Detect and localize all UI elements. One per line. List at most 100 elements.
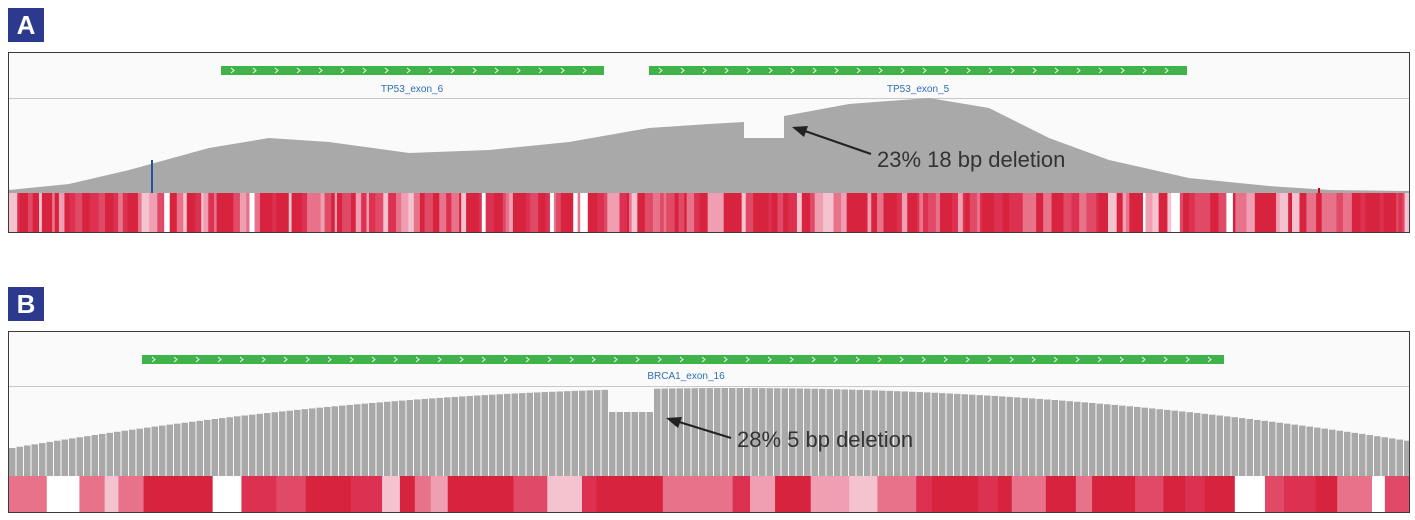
coverage-bar	[886, 390, 893, 476]
heatmap-stripe	[982, 193, 990, 232]
heatmap-stripe	[666, 193, 676, 232]
coverage-bar	[451, 396, 458, 476]
heatmap-stripe	[699, 193, 706, 232]
heatmap-stripe	[105, 193, 114, 232]
panel-b-badge: B	[8, 287, 44, 321]
heatmap-stripe	[149, 193, 158, 232]
heatmap-stripe	[164, 193, 171, 232]
heatmap-stripe	[478, 193, 483, 232]
heatmap-stripe	[530, 193, 539, 232]
coverage-bar	[1149, 408, 1156, 476]
coverage-bar	[346, 404, 353, 476]
strand-arrow-icon	[1076, 67, 1081, 74]
heatmap-stripe	[1306, 193, 1312, 232]
coverage-bar	[1246, 418, 1253, 476]
heatmap-stripe	[430, 476, 449, 512]
heatmap-stripe	[1396, 193, 1399, 232]
coverage-bar	[1036, 398, 1043, 476]
strand-arrow-icon	[1164, 67, 1169, 74]
coverage-bar	[421, 398, 428, 476]
heatmap-stripe	[104, 476, 119, 512]
heatmap-stripe	[351, 193, 357, 232]
heatmap-stripe	[466, 193, 473, 232]
heatmap-stripe	[162, 476, 183, 512]
heatmap-stripe	[195, 193, 202, 232]
panel-a-badge: A	[8, 8, 44, 42]
heatmap-stripe	[1360, 193, 1366, 232]
coverage-bar	[511, 393, 518, 476]
coverage-bar	[1104, 404, 1111, 476]
heatmap-stripe	[723, 193, 729, 232]
heatmap-stripe	[9, 476, 48, 512]
coverage-bar	[519, 393, 526, 476]
coverage-bar	[1089, 403, 1096, 476]
strand-arrow-icon	[406, 67, 411, 74]
heatmap-stripe	[1129, 193, 1136, 232]
exon-bar-tp53-6[interactable]	[221, 66, 604, 75]
heatmap-stripe	[1036, 193, 1044, 232]
strand-arrow-icon	[900, 67, 905, 74]
coverage-bar	[241, 415, 248, 476]
heatmap-stripe	[28, 193, 34, 232]
coverage-bar	[661, 388, 668, 476]
heatmap-stripe	[1102, 193, 1109, 232]
coverage-bar	[556, 391, 563, 476]
heatmap-stripe	[640, 193, 646, 232]
coverage-bar	[61, 439, 68, 476]
heatmap-stripe	[597, 193, 605, 232]
strand-arrow-icon	[305, 356, 310, 363]
heatmap-stripe	[1051, 193, 1061, 232]
heatmap-stripe	[1192, 193, 1196, 232]
heatmap-stripe	[518, 193, 527, 232]
heatmap-stripe	[1383, 193, 1389, 232]
coverage-bar	[1336, 430, 1343, 476]
strand-arrow-icon	[1031, 356, 1036, 363]
exon-bar-tp53-5[interactable]	[649, 66, 1187, 75]
heatmap-stripe	[1218, 193, 1227, 232]
heatmap-stripe	[1384, 476, 1409, 512]
coverage-bar	[1029, 398, 1036, 476]
coverage-bar	[766, 388, 773, 476]
heatmap-stripe	[545, 193, 551, 232]
heatmap-stripe	[1321, 193, 1330, 232]
strand-arrow-icon	[922, 67, 927, 74]
heatmap-stripe	[1328, 193, 1337, 232]
coverage-bar	[931, 392, 938, 476]
coverage-track-b	[9, 388, 1409, 476]
heatmap-stripe	[914, 193, 918, 232]
strand-arrow-icon	[921, 356, 926, 363]
heatmap-stripe	[494, 193, 504, 232]
coverage-bar	[894, 391, 901, 476]
heatmap-stripe	[923, 193, 929, 232]
heatmap-stripe	[695, 476, 718, 512]
heatmap-stripe	[637, 193, 642, 232]
coverage-bar	[159, 425, 166, 476]
coverage-bar	[594, 390, 601, 476]
heatmap-stripe	[1092, 476, 1109, 512]
heatmap-stripe	[241, 476, 277, 512]
coverage-bar	[1074, 401, 1081, 476]
heatmap-stripe	[573, 193, 579, 232]
heatmap-stripe	[41, 193, 48, 232]
coverage-bar	[54, 440, 61, 476]
coverage-bar	[496, 394, 503, 476]
strand-arrow-icon	[1119, 356, 1124, 363]
strand-arrow-icon	[230, 67, 235, 74]
coverage-bar	[46, 441, 53, 476]
heatmap-stripe	[513, 476, 548, 512]
coverage-bar	[1051, 400, 1058, 476]
coverage-bar	[751, 388, 758, 476]
coverage-bar	[181, 422, 188, 476]
heatmap-stripe	[1116, 193, 1124, 232]
heatmap-stripe	[619, 193, 628, 232]
heatmap-stripe	[581, 476, 597, 512]
coverage-bar	[339, 405, 346, 476]
variant-marker-red	[1318, 188, 1320, 193]
heatmap-stripe	[607, 193, 616, 232]
heatmap-stripe	[577, 193, 581, 232]
coverage-bar	[586, 390, 593, 476]
coverage-bar	[789, 388, 796, 476]
heatmap-stripe	[1292, 193, 1300, 232]
coverage-bar	[174, 423, 181, 476]
heatmap-stripe	[1393, 193, 1397, 232]
